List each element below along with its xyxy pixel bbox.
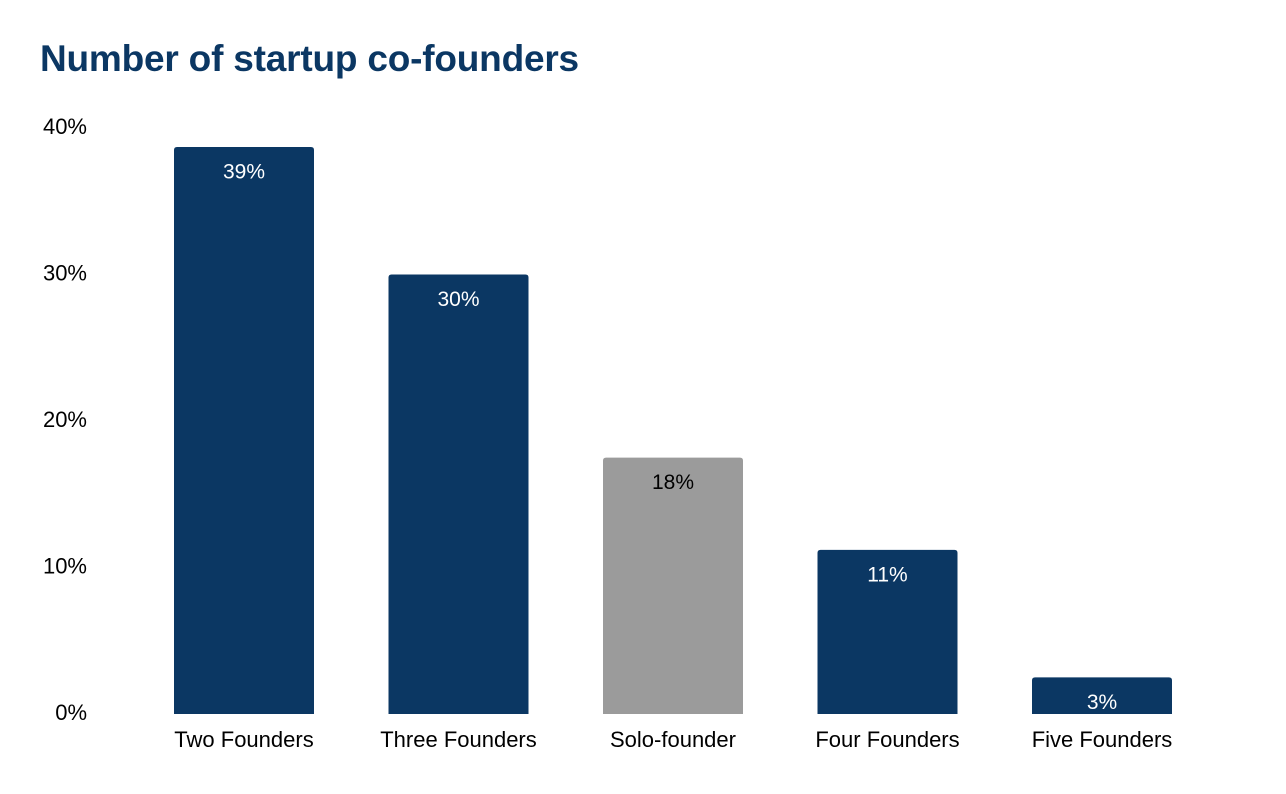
y-tick-label: 30% (43, 260, 87, 285)
bar-data-label: 3% (1087, 691, 1117, 714)
x-category-label: Solo-founder (610, 727, 736, 752)
y-tick-label: 20% (43, 407, 87, 432)
x-category-label: Four Founders (815, 727, 959, 752)
y-tick-label: 10% (43, 553, 87, 578)
bar-data-label: 18% (652, 471, 694, 494)
bar-data-label: 30% (437, 288, 479, 311)
bar-solo-founder (603, 457, 743, 714)
bar-four-founders (817, 549, 958, 714)
bar-data-label: 11% (867, 563, 907, 586)
bars: 39% 30% 18% 11% 3% (174, 147, 1172, 715)
y-tick-label: 0% (55, 700, 87, 725)
x-category-label: Three Founders (380, 727, 537, 752)
y-axis: 0% 10% 20% 30% 40% (43, 114, 87, 725)
bar-five-founders (1032, 677, 1172, 714)
bar-three-founders (388, 274, 529, 714)
x-axis: Two Founders Three Founders Solo-founder Fo… (174, 727, 1172, 752)
x-category-label: Two Founders (174, 727, 313, 752)
chart-title: Number of startup co-founders (40, 38, 579, 79)
bar-two-founders (174, 147, 314, 715)
bar-data-label: 39% (223, 161, 265, 184)
x-category-label: Five Founders (1032, 727, 1173, 752)
y-tick-label: 40% (43, 114, 87, 139)
